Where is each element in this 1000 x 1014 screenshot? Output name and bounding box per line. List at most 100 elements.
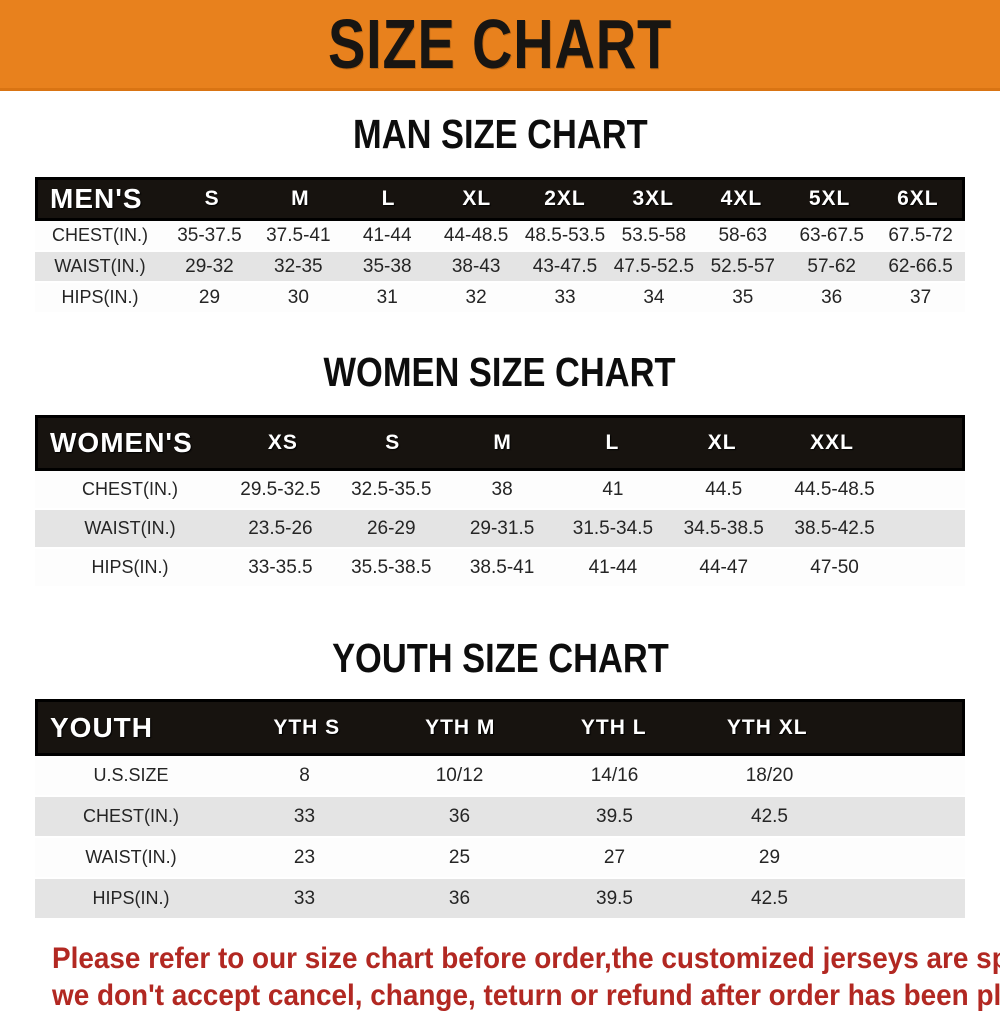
table-row: WAIST(IN.) 23.5-26 26-29 29-31.5 31.5-34.5 34… — [35, 510, 965, 549]
column-header: YTH S — [273, 715, 341, 739]
size-value: 33 — [554, 286, 576, 308]
table-title-label: WOMEN'S — [50, 427, 193, 458]
table-header-row: MEN'S S M L XL 2XL 3XL 4XL 5XL 6XL — [35, 177, 965, 221]
column-header: M — [291, 187, 310, 210]
table-row: WAIST(IN.) 29-32 32-35 35-38 38-43 43-47.5 47.… — [35, 252, 965, 283]
table-row: HIPS(IN.) 33-35.5 35.5-38.5 38.5-41 41-44 44-… — [35, 549, 965, 588]
size-value: 41-44 — [588, 556, 638, 578]
table-header-row: WOMEN'S XS S M L XL XXL — [35, 415, 965, 471]
size-value: 39.5 — [596, 805, 633, 827]
size-value: 26-29 — [366, 517, 416, 539]
column-header: XL — [462, 187, 492, 210]
size-value: 33-35.5 — [248, 556, 313, 578]
table-row: CHEST(IN.) 29.5-32.5 32.5-35.5 38 41 44.5 44.5… — [35, 471, 965, 510]
size-value: 31 — [376, 286, 398, 308]
size-value: 36 — [821, 286, 843, 308]
size-value: 34.5-38.5 — [683, 517, 764, 539]
size-value: 32.5-35.5 — [351, 478, 432, 500]
women-size-table: WOMEN'S XS S M L XL XXL CHEST(IN.) 29.5-32.5 32.5… — [35, 415, 965, 588]
column-header: L — [381, 187, 396, 210]
size-value: 32 — [465, 286, 487, 308]
women-section-heading: WOMEN SIZE CHART — [323, 349, 677, 395]
size-value: 23 — [293, 846, 316, 868]
column-header: YTH XL — [726, 715, 808, 739]
table-header-row: YOUTH YTH S YTH M YTH L YTH XL — [35, 699, 965, 756]
size-value: 35.5-38.5 — [351, 556, 432, 578]
size-value: 57-62 — [807, 255, 856, 277]
footer-note: Please refer to our size chart before or… — [52, 940, 1000, 1014]
row-label: CHEST(IN.) — [52, 225, 148, 245]
row-label: CHEST(IN.) — [83, 806, 179, 826]
column-header: S — [204, 187, 220, 210]
table-row: HIPS(IN.) 33 36 39.5 42.5 — [35, 879, 965, 920]
column-header: XXL — [810, 431, 854, 454]
size-value: 38 — [491, 478, 513, 500]
table-row: WAIST(IN.) 23 25 27 29 — [35, 838, 965, 879]
size-value: 10/12 — [435, 764, 484, 786]
man-section-heading: MAN SIZE CHART — [352, 111, 648, 157]
size-value: 42.5 — [751, 805, 788, 827]
size-value: 8 — [299, 764, 310, 786]
size-value: 38-43 — [451, 255, 501, 277]
size-value: 23.5-26 — [248, 517, 313, 539]
column-header: 2XL — [544, 187, 586, 210]
size-value: 52.5-57 — [710, 255, 776, 277]
column-header: S — [385, 431, 401, 454]
row-label: HIPS(IN.) — [91, 557, 169, 577]
size-chart-banner: SIZE CHART — [0, 0, 1000, 91]
size-value: 58-63 — [718, 224, 768, 246]
footer-line-2: we don't accept cancel, change, teturn o… — [52, 979, 1000, 1012]
size-value: 35 — [732, 286, 754, 308]
banner-title: SIZE CHART — [328, 5, 672, 83]
size-value: 25 — [448, 846, 471, 868]
size-value: 53.5-58 — [621, 224, 687, 246]
column-header: XL — [707, 431, 737, 454]
size-value: 29.5-32.5 — [240, 478, 321, 500]
row-label: WAIST(IN.) — [54, 256, 146, 276]
size-value: 37.5-41 — [266, 224, 331, 246]
size-value: 41-44 — [362, 224, 412, 246]
size-value: 36 — [448, 887, 471, 909]
row-label: HIPS(IN.) — [92, 888, 170, 908]
column-header: YTH M — [425, 715, 496, 739]
table-row: HIPS(IN.) 29 30 31 32 33 34 35 36 37 — [35, 283, 965, 314]
size-value: 35-37.5 — [177, 224, 242, 246]
men-size-table: MEN'S S M L XL 2XL 3XL 4XL 5XL 6XL CHEST(IN.) 35-37… — [35, 177, 965, 314]
table-row: CHEST(IN.) 33 36 39.5 42.5 — [35, 797, 965, 838]
column-header: 4XL — [720, 187, 763, 210]
column-header: L — [605, 431, 620, 454]
table-row: CHEST(IN.) 35-37.5 37.5-41 41-44 44-48.5 48.5… — [35, 221, 965, 252]
size-value: 34 — [643, 286, 665, 308]
size-value: 18/20 — [745, 764, 794, 786]
size-value: 31.5-34.5 — [572, 517, 654, 539]
size-value: 27 — [603, 846, 626, 868]
column-header: 5XL — [808, 187, 851, 210]
size-value: 48.5-53.5 — [524, 224, 606, 246]
table-title-label: MEN'S — [50, 183, 143, 214]
size-value: 35-38 — [362, 255, 412, 277]
size-value: 38.5-42.5 — [794, 517, 875, 539]
size-value: 43-47.5 — [532, 255, 598, 277]
column-header: YTH L — [580, 715, 647, 739]
footer-line-1: Please refer to our size chart before or… — [52, 942, 1000, 975]
youth-section-heading: YOUTH SIZE CHART — [331, 635, 669, 681]
size-value: 47.5-52.5 — [613, 255, 695, 277]
size-value: 63-67.5 — [799, 224, 864, 246]
size-value: 44.5-48.5 — [794, 478, 875, 500]
size-value: 33 — [293, 805, 316, 827]
size-value: 42.5 — [751, 887, 788, 909]
table-row: U.S.SIZE 8 10/12 14/16 18/20 — [35, 756, 965, 797]
row-label: WAIST(IN.) — [84, 518, 176, 538]
size-value: 44-47 — [699, 556, 749, 578]
size-value: 41 — [602, 478, 624, 500]
row-label: HIPS(IN.) — [61, 287, 139, 307]
size-value: 32-35 — [274, 255, 323, 277]
column-header: M — [493, 431, 512, 454]
row-label: WAIST(IN.) — [85, 847, 177, 867]
size-value: 47-50 — [810, 556, 859, 578]
size-value: 30 — [287, 286, 309, 308]
row-label: CHEST(IN.) — [82, 479, 178, 499]
size-value: 67.5-72 — [888, 224, 953, 246]
size-value: 39.5 — [596, 887, 633, 909]
size-value: 33 — [293, 887, 316, 909]
